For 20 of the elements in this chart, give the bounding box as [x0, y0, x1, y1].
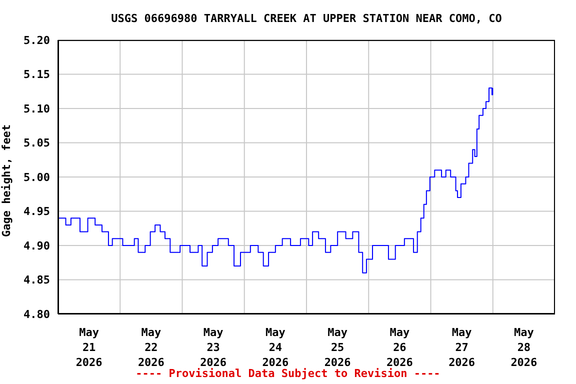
x-tick-label: May 24 2026	[262, 326, 290, 369]
y-tick-label: 5.10	[24, 102, 50, 116]
y-tick-label: 5.00	[24, 170, 50, 184]
chart-title: USGS 06696980 TARRYALL CREEK AT UPPER STATION NEAR COMO, CO	[110, 12, 503, 25]
y-axis-title: Gage height, feet	[0, 124, 13, 237]
x-tick-label: May 25 2026	[324, 326, 352, 369]
x-tick-label: May 26 2026	[386, 326, 414, 369]
x-tick-label: May 28 2026	[510, 326, 538, 369]
x-tick-label: May 22 2026	[138, 326, 165, 369]
x-tick-label: May 23 2026	[200, 326, 227, 369]
x-tick-label: May 21 2026	[76, 326, 103, 369]
y-tick-label: 4.90	[24, 239, 50, 252]
y-tick-label: 5.20	[24, 34, 50, 47]
x-tick-label: May 27 2026	[448, 326, 476, 369]
y-tick-label: 5.05	[24, 136, 50, 150]
y-tick-label: 5.15	[24, 68, 50, 82]
y-tick-label: 4.80	[24, 308, 50, 321]
y-tick-label: 4.95	[24, 205, 50, 218]
text: ---- Provisional Data Subject to Revision ----	[136, 367, 440, 380]
y-tick-label: 4.85	[24, 274, 50, 287]
